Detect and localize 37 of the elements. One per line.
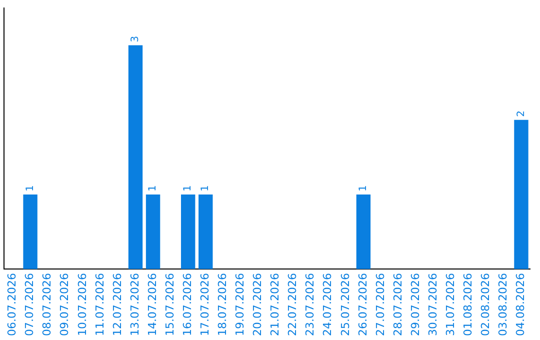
x-tick-label: 20.07.2026 [251,273,264,336]
x-tick-label: 16.07.2026 [180,273,194,336]
x-tick-label: 22.07.2026 [286,273,300,336]
x-tick-label: 26.07.2026 [356,273,370,336]
x-tick-label: 14.07.2026 [146,273,159,336]
x-tick-label: 07.07.2026 [23,273,36,336]
data-label: 1 [200,185,212,192]
data-label: 2 [516,110,527,117]
x-tick-label: 31.07.2026 [444,273,457,336]
x-tick-label: 25.07.2026 [338,273,352,336]
x-tick-label: 15.07.2026 [163,273,176,336]
x-tick-label: 19.07.2026 [234,273,247,336]
data-label: 1 [24,185,36,192]
x-tick-label: 23.07.2026 [304,273,317,336]
x-tick-label: 06.07.2026 [6,273,19,336]
x-tick-label: 27.07.2026 [374,273,387,336]
x-tick-label: 09.07.2026 [58,273,72,336]
x-tick-label: 12.07.2026 [110,273,124,336]
x-tick-label: 29.07.2026 [408,273,422,336]
x-tick-label: 28.07.2026 [391,273,404,336]
data-label: 1 [182,185,194,192]
x-tick-label: 02.08.2026 [479,273,492,336]
x-tick-label: 18.07.2026 [216,273,230,336]
x-tick-label: 11.07.2026 [93,273,106,336]
x-tick-label: 24.07.2026 [321,273,334,336]
data-label: 1 [358,185,370,192]
data-label: 3 [130,36,142,42]
x-tick-label: 04.08.2026 [514,273,528,336]
x-tick-label: 13.07.2026 [128,273,142,336]
x-tick-label: 10.07.2026 [76,273,89,336]
x-tick-label: 03.08.2026 [496,273,510,336]
x-tick-label: 30.07.2026 [426,273,440,336]
data-label: 1 [148,185,159,192]
x-tick-label: 01.08.2026 [461,273,474,336]
x-tick-label: 08.07.2026 [40,273,54,336]
x-tick-label: 21.07.2026 [268,273,282,336]
x-tick-label: 17.07.2026 [198,273,212,336]
